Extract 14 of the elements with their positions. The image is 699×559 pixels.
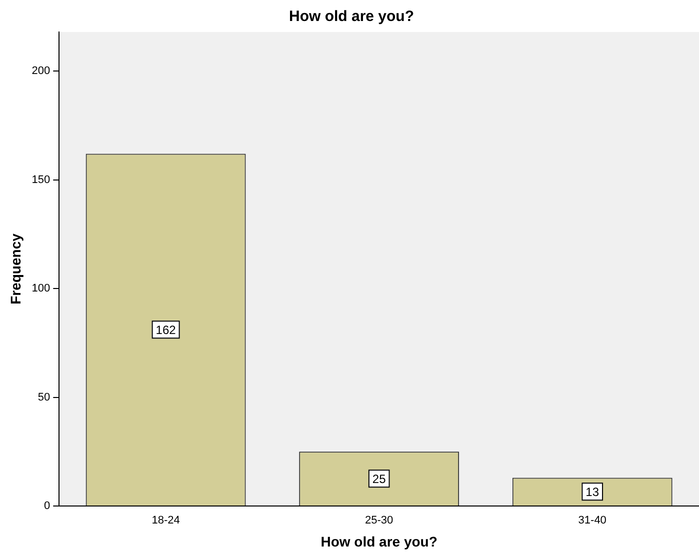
y-tick-label: 100 xyxy=(32,282,50,295)
x-axis-title: How old are you? xyxy=(320,533,438,550)
x-tick-label: 25-30 xyxy=(365,514,394,527)
data-label: 25 xyxy=(372,472,386,486)
x-tick-label: 18-24 xyxy=(152,514,180,527)
y-tick-label: 50 xyxy=(38,391,50,404)
data-label: 13 xyxy=(586,484,600,499)
y-axis-title: Frequency xyxy=(7,233,24,304)
data-label: 162 xyxy=(156,322,176,337)
y-tick-label: 0 xyxy=(44,500,50,512)
y-tick-label: 200 xyxy=(32,65,50,78)
y-tick-label: 150 xyxy=(32,174,50,186)
x-tick-label: 31-40 xyxy=(578,514,606,527)
chart-title: How old are you? xyxy=(288,8,414,26)
